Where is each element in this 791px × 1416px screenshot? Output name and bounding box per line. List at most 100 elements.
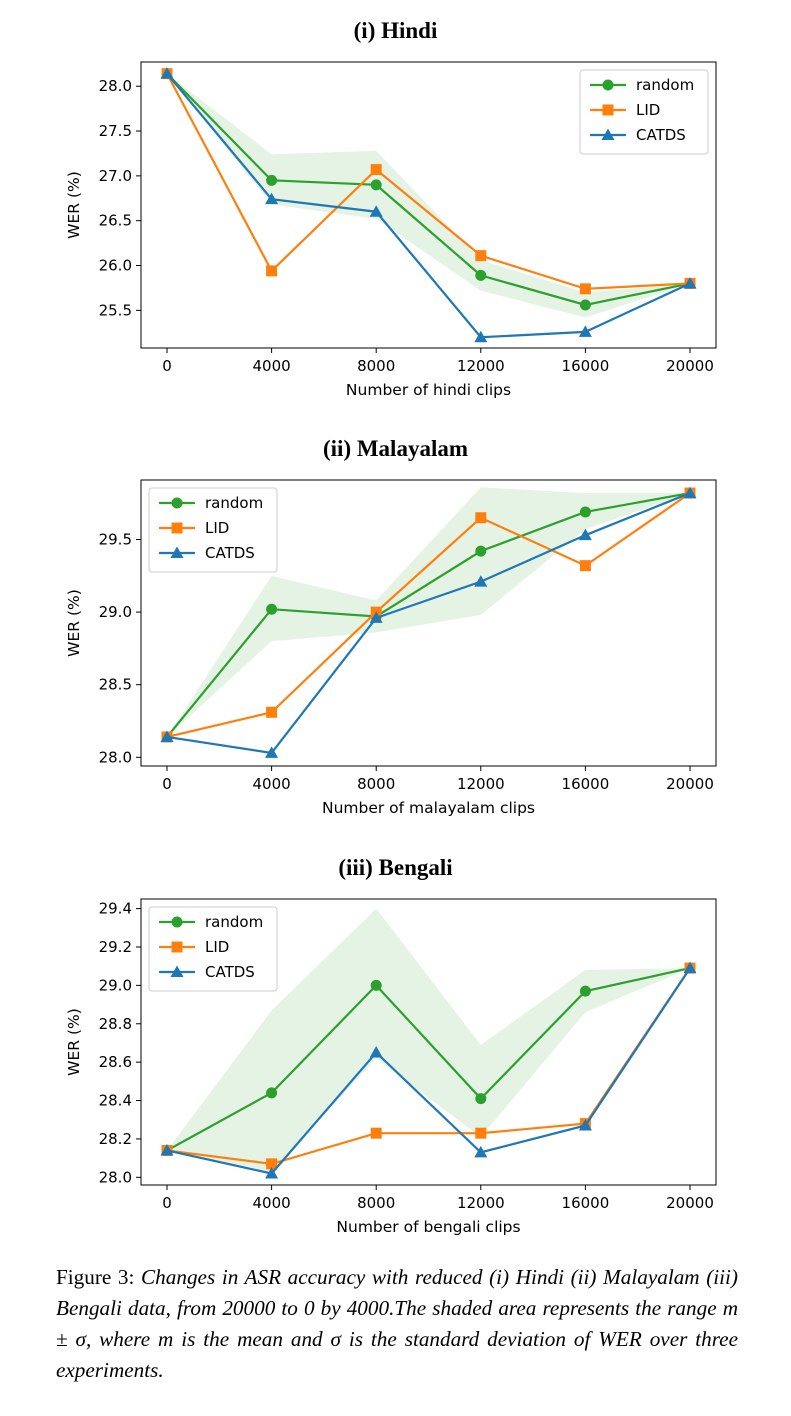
data-point-random — [266, 174, 278, 186]
plot-frame — [140, 61, 717, 349]
legend-label-catds: CATDS — [205, 963, 255, 981]
y-tick-label: 27.5 — [99, 122, 132, 140]
legend-item-random: random — [159, 913, 263, 931]
legend-label-random: random — [205, 913, 263, 931]
y-axis-label: WER (%) — [65, 171, 83, 239]
x-tick-label: 20000 — [666, 357, 714, 375]
caption-lead: Figure 3: — [56, 1265, 135, 1289]
y-tick-label: 28.2 — [99, 1130, 132, 1148]
data-point-catds — [160, 67, 174, 79]
y-tick-label: 28.0 — [99, 1168, 132, 1186]
data-point-random — [579, 299, 591, 311]
data-point-lid — [266, 706, 278, 718]
y-tick-label: 29.0 — [99, 976, 132, 994]
legend-item-random: random — [159, 494, 263, 512]
legend-box — [579, 69, 709, 155]
x-tick-label: 4000 — [253, 1194, 291, 1212]
chart-title-hindi: (i) Hindi — [353, 18, 438, 43]
y-tick-label: 28.5 — [99, 676, 132, 694]
x-tick-label: 4000 — [253, 775, 291, 793]
data-point-random — [475, 1093, 487, 1105]
legend-label-random: random — [636, 76, 694, 94]
y-axis-label: WER (%) — [65, 589, 83, 657]
chart-bengali: 0 4000 8000 12000 16000 20000 28.0 28.2 28.4 28.6… — [65, 898, 717, 1236]
legend-item-catds: CATDS — [590, 126, 686, 144]
y-tick-label: 27.0 — [99, 167, 132, 185]
data-point-lid — [370, 164, 382, 176]
legend-box — [148, 906, 278, 992]
data-point-random — [266, 1087, 278, 1099]
x-axis-label: Number of bengali clips — [336, 1218, 520, 1236]
x-axis-label: Number of hindi clips — [346, 381, 511, 399]
data-point-catds — [683, 486, 697, 499]
data-point-lid — [475, 250, 487, 262]
legend-item-lid: LID — [590, 101, 660, 119]
legend-marker-lid — [171, 522, 183, 534]
x-tick-label: 16000 — [562, 1194, 610, 1212]
x-tick-label: 12000 — [457, 775, 505, 793]
y-tick-label: 29.2 — [99, 938, 132, 956]
y-tick-label: 28.0 — [99, 748, 132, 766]
legend-marker-catds — [170, 546, 184, 558]
data-point-catds — [265, 192, 279, 205]
data-point-catds — [369, 1046, 383, 1058]
legend-marker-random — [171, 916, 183, 928]
legend: random LID CATDS — [148, 487, 278, 573]
y-tick-label: 29.5 — [99, 531, 132, 549]
data-point-catds — [683, 961, 697, 974]
series-line-random — [166, 491, 691, 738]
legend-marker-catds — [170, 965, 184, 977]
data-point-lid — [579, 560, 591, 572]
data-point-lid — [370, 1127, 382, 1139]
legend-marker-random — [171, 497, 183, 509]
legend-label-lid: LID — [205, 519, 229, 537]
data-point-random — [475, 545, 487, 557]
data-point-random — [266, 603, 278, 615]
data-point-catds — [265, 746, 279, 758]
data-point-catds — [474, 330, 488, 343]
y-tick-label: 28.6 — [99, 1053, 132, 1071]
legend-item-random: random — [590, 76, 694, 94]
legend-box — [148, 487, 278, 573]
chart-title-malayalam: (ii) Malayalam — [323, 436, 468, 461]
chart-malayalam: 0 4000 8000 12000 16000 20000 28.0 28.5 29.0 29.5… — [65, 479, 717, 817]
y-tick-label: 29.4 — [99, 900, 132, 918]
data-point-catds — [683, 276, 697, 289]
chart-title-bengali: (iii) Bengali — [338, 855, 453, 880]
y-tick-label: 26.0 — [99, 257, 132, 275]
data-point-catds — [369, 611, 383, 623]
legend-item-catds: CATDS — [159, 544, 255, 562]
legend-item-lid: LID — [159, 519, 229, 537]
std-band-bengali — [167, 908, 690, 1172]
data-point-catds — [160, 730, 174, 742]
data-point-catds — [578, 528, 592, 541]
plot-frame — [140, 898, 717, 1186]
data-point-random — [579, 985, 591, 997]
series-line-lid — [166, 492, 691, 739]
series-line-catds — [166, 72, 691, 339]
y-tick-label: 25.5 — [99, 301, 132, 319]
data-point-random — [579, 506, 591, 518]
data-point-catds — [265, 1166, 279, 1179]
figure-caption: Figure 3: Changes in ASR accuracy with r… — [56, 1262, 738, 1386]
legend: random LID CATDS — [579, 69, 709, 155]
legend-item-lid: LID — [159, 938, 229, 956]
data-point-catds — [474, 1145, 488, 1158]
legend-label-lid: LID — [636, 101, 660, 119]
legend-marker-catds — [601, 128, 615, 140]
plot-frame — [140, 479, 717, 767]
x-tick-label: 4000 — [253, 357, 291, 375]
x-tick-label: 0 — [162, 1194, 172, 1212]
x-axis-label: Number of malayalam clips — [322, 799, 535, 817]
series-line-lid — [166, 73, 691, 290]
data-point-catds — [578, 325, 592, 337]
x-tick-label: 12000 — [457, 357, 505, 375]
series-line-random — [166, 72, 691, 307]
legend-marker-random — [602, 79, 614, 91]
data-point-catds — [369, 205, 383, 217]
data-point-lid — [579, 283, 591, 295]
x-tick-label: 0 — [162, 775, 172, 793]
x-tick-label: 20000 — [666, 775, 714, 793]
data-point-lid — [266, 1158, 278, 1170]
